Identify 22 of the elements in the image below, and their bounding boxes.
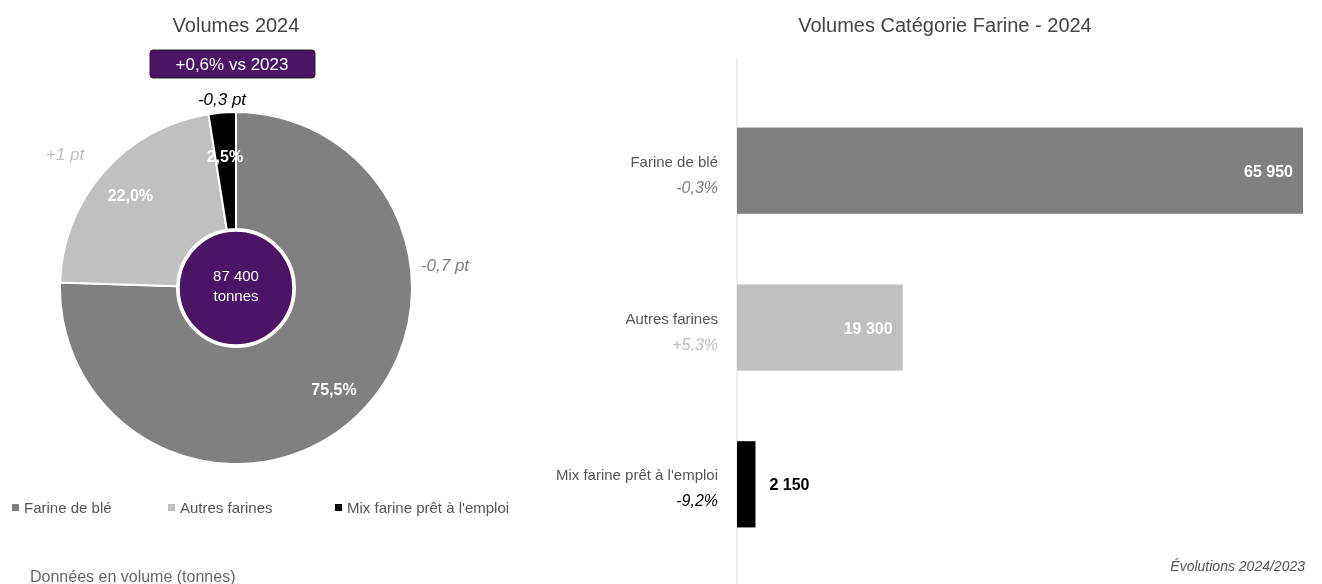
y-tick-label: Autres farines [625,309,718,327]
text: -0,7 pt [420,256,471,275]
text: +1 pt [45,145,86,164]
y-tick-label: Farine de blé [630,152,718,170]
text: +0,6% vs 2023 [175,55,289,74]
legend-label: Farine de blé [24,499,112,516]
data-label: 75,5% [311,381,357,399]
chart-title: Volumes 2024 [172,14,300,36]
text: 87 400 tonnes [213,267,259,304]
data-label: 65 950 [1244,162,1294,180]
legend-label: Autres farines [180,499,273,516]
chart-title: Volumes Catégorie Farine - 2024 [798,14,1092,36]
data-label: 2 150 [769,476,810,494]
text: +5,3% [672,335,718,353]
text: -0,3 pt [197,90,248,109]
data-label: 19 300 [843,319,893,337]
text: -0,3% [676,178,718,196]
annotation: Évolutions 2024/2023 [1170,558,1306,574]
y-tick-label: Mix farine prêt à l'emploi [555,466,718,484]
legend-label: Mix farine prêt à l'emploi [347,499,510,516]
text: -9,2% [676,492,718,510]
data-label: 22,0% [107,186,154,204]
